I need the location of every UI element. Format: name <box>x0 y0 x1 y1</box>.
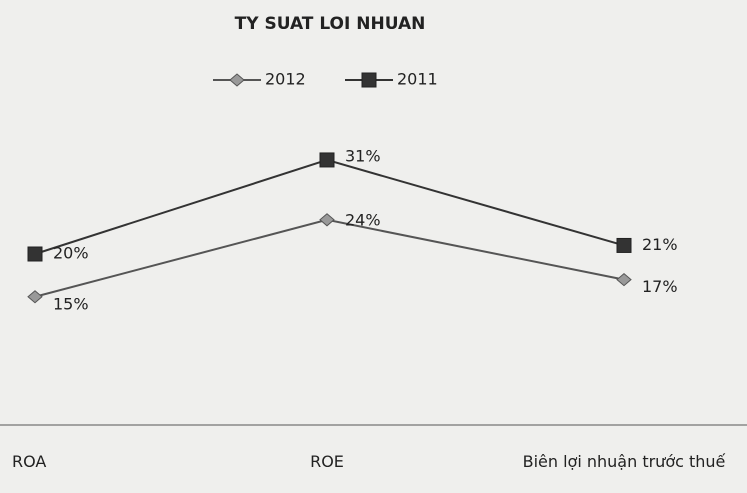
marker <box>27 246 43 262</box>
marker <box>319 152 335 168</box>
legend-label: 2011 <box>397 70 438 89</box>
marker <box>229 73 245 87</box>
marker <box>319 213 335 227</box>
series-line <box>34 158 625 255</box>
data-label: 31% <box>345 146 381 165</box>
data-label: 21% <box>642 235 678 254</box>
data-label: 15% <box>53 294 89 313</box>
data-label: 24% <box>345 210 381 229</box>
series-line <box>34 218 625 298</box>
marker <box>616 272 632 287</box>
marker <box>616 237 632 253</box>
marker <box>361 72 377 88</box>
chart-title: TY SUAT LOI NHUAN <box>235 14 426 34</box>
legend-label: 2012 <box>265 70 306 89</box>
marker <box>27 290 43 304</box>
x-tick-label: Biên lợi nhuận trước thuế <box>522 452 726 471</box>
data-label: 20% <box>53 244 89 263</box>
x-tick-label: ROE <box>310 452 344 471</box>
x-tick-label: ROA <box>12 452 47 471</box>
data-label: 17% <box>642 277 678 296</box>
